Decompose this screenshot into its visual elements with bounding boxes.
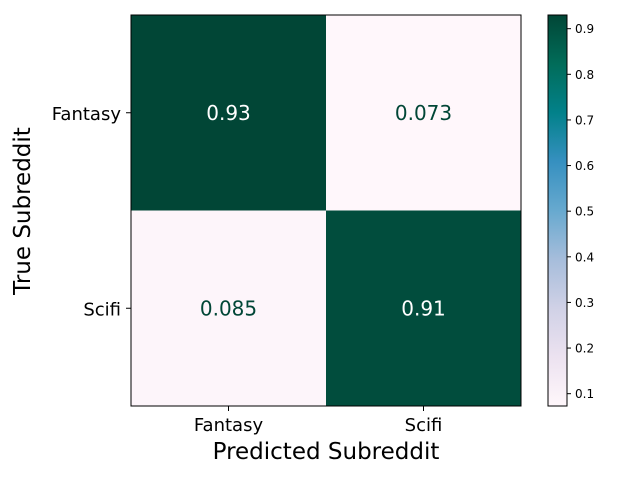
- plot-frame: [130, 14, 522, 407]
- heatmap-cells: 0.93 0.073 0.085 0.91: [131, 15, 522, 407]
- colorbar-tick-label: 0.8: [575, 68, 594, 82]
- colorbar-tick-label: 0.7: [575, 113, 594, 127]
- heatmap-cell: [326, 15, 522, 211]
- x-axis-label: Predicted Subreddit: [213, 439, 440, 465]
- cell-value-label: 0.93: [206, 101, 251, 125]
- x-tick-label: Scifi: [405, 415, 443, 436]
- y-axis-label: True Subreddit: [10, 127, 36, 296]
- colorbar-tick-label: 0.9: [575, 22, 594, 36]
- heatmap-cell: [131, 210, 327, 407]
- colorbar-tick-label: 0.4: [575, 250, 594, 264]
- colorbar-ticks: 0.1 0.2 0.3 0.4 0.5 0.6 0.7 0.8 0.9: [567, 22, 594, 401]
- colorbar-tick-label: 0.1: [575, 387, 594, 401]
- heatmap-cell: [326, 210, 522, 407]
- colorbar-tick-label: 0.3: [575, 296, 594, 310]
- cell-value-label: 0.073: [395, 101, 452, 125]
- cell-value-label: 0.91: [401, 296, 446, 320]
- colorbar-tick-label: 0.6: [575, 159, 594, 173]
- colorbar: [547, 14, 568, 407]
- y-axis-ticks: Fantasy Scifi: [52, 104, 131, 320]
- colorbar-tick-label: 0.2: [575, 342, 594, 356]
- x-tick-label: Fantasy: [194, 415, 264, 436]
- y-tick-label: Fantasy: [52, 104, 122, 125]
- y-tick-label: Scifi: [83, 299, 121, 320]
- cell-value-label: 0.085: [200, 296, 257, 320]
- x-axis-ticks: Fantasy Scifi: [194, 406, 442, 436]
- heatmap-cell: [131, 15, 327, 211]
- colorbar-tick-label: 0.5: [575, 205, 594, 219]
